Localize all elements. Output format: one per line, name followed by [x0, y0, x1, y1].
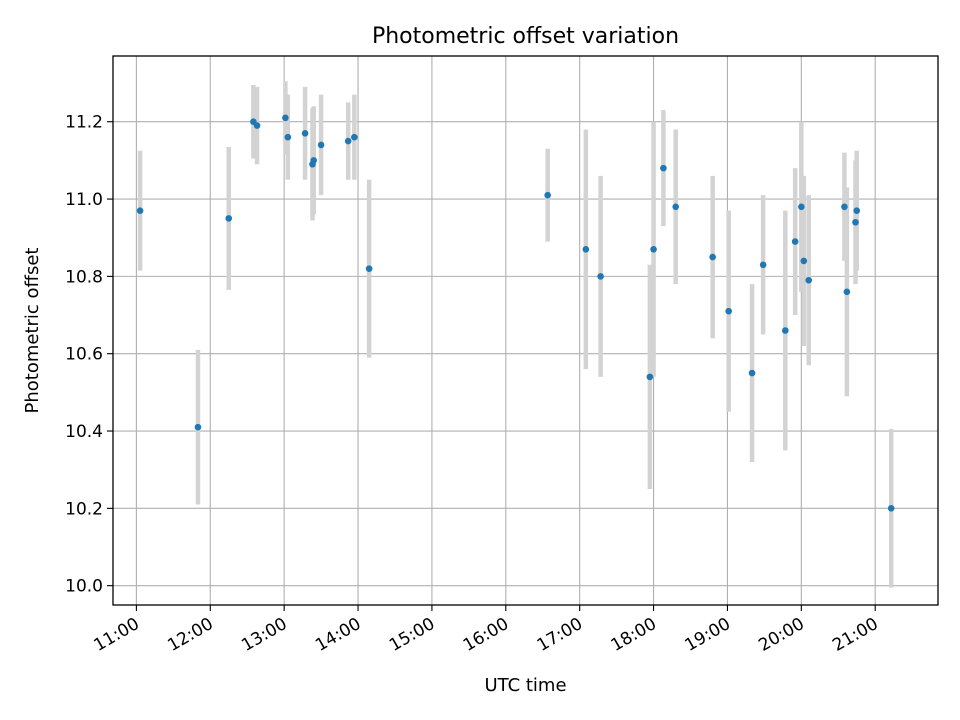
data-point — [282, 114, 289, 122]
data-point — [800, 257, 808, 265]
y-axis-label: Photometric offset — [22, 248, 43, 414]
plot-frame — [112, 55, 939, 606]
data-point — [225, 215, 233, 222]
y-tick-label: 11.2 — [65, 113, 103, 133]
data-point — [791, 238, 799, 245]
x-axis-label: UTC time — [484, 675, 566, 696]
data-point — [852, 218, 859, 226]
data-point — [709, 253, 716, 261]
data-point — [646, 373, 654, 381]
data-point — [843, 288, 851, 296]
y-tick-label: 10.4 — [65, 422, 103, 442]
data-point — [301, 130, 309, 137]
data-point — [310, 157, 318, 164]
data-point — [317, 141, 325, 149]
y-tick-label: 10.2 — [65, 499, 103, 519]
data-point — [672, 203, 680, 211]
data-point — [284, 133, 292, 141]
grid — [113, 56, 938, 605]
data-point — [544, 191, 551, 199]
data-point — [805, 276, 813, 284]
data-point — [759, 261, 767, 269]
data-point — [582, 246, 590, 253]
data-point — [597, 273, 604, 280]
data-point — [887, 505, 895, 512]
data-point — [748, 369, 756, 377]
chart-title: Photometric offset variation — [372, 24, 679, 49]
data-point — [253, 122, 261, 129]
data-point — [841, 203, 848, 211]
data-point — [660, 164, 667, 172]
data-point — [798, 203, 805, 211]
data-point — [725, 307, 732, 315]
data-point — [351, 133, 358, 141]
y-tick-label: 10.6 — [65, 345, 103, 365]
y-tick-label: 11.0 — [65, 190, 103, 210]
data-point — [853, 207, 861, 214]
data-point — [136, 207, 144, 214]
data-point — [344, 137, 352, 145]
y-tick-label: 10.8 — [65, 267, 103, 287]
data-point — [650, 246, 657, 253]
data-point — [194, 423, 202, 431]
data-points — [136, 114, 895, 512]
data-point — [782, 327, 789, 334]
data-point — [365, 265, 373, 272]
y-tick-label: 10.0 — [65, 577, 103, 597]
